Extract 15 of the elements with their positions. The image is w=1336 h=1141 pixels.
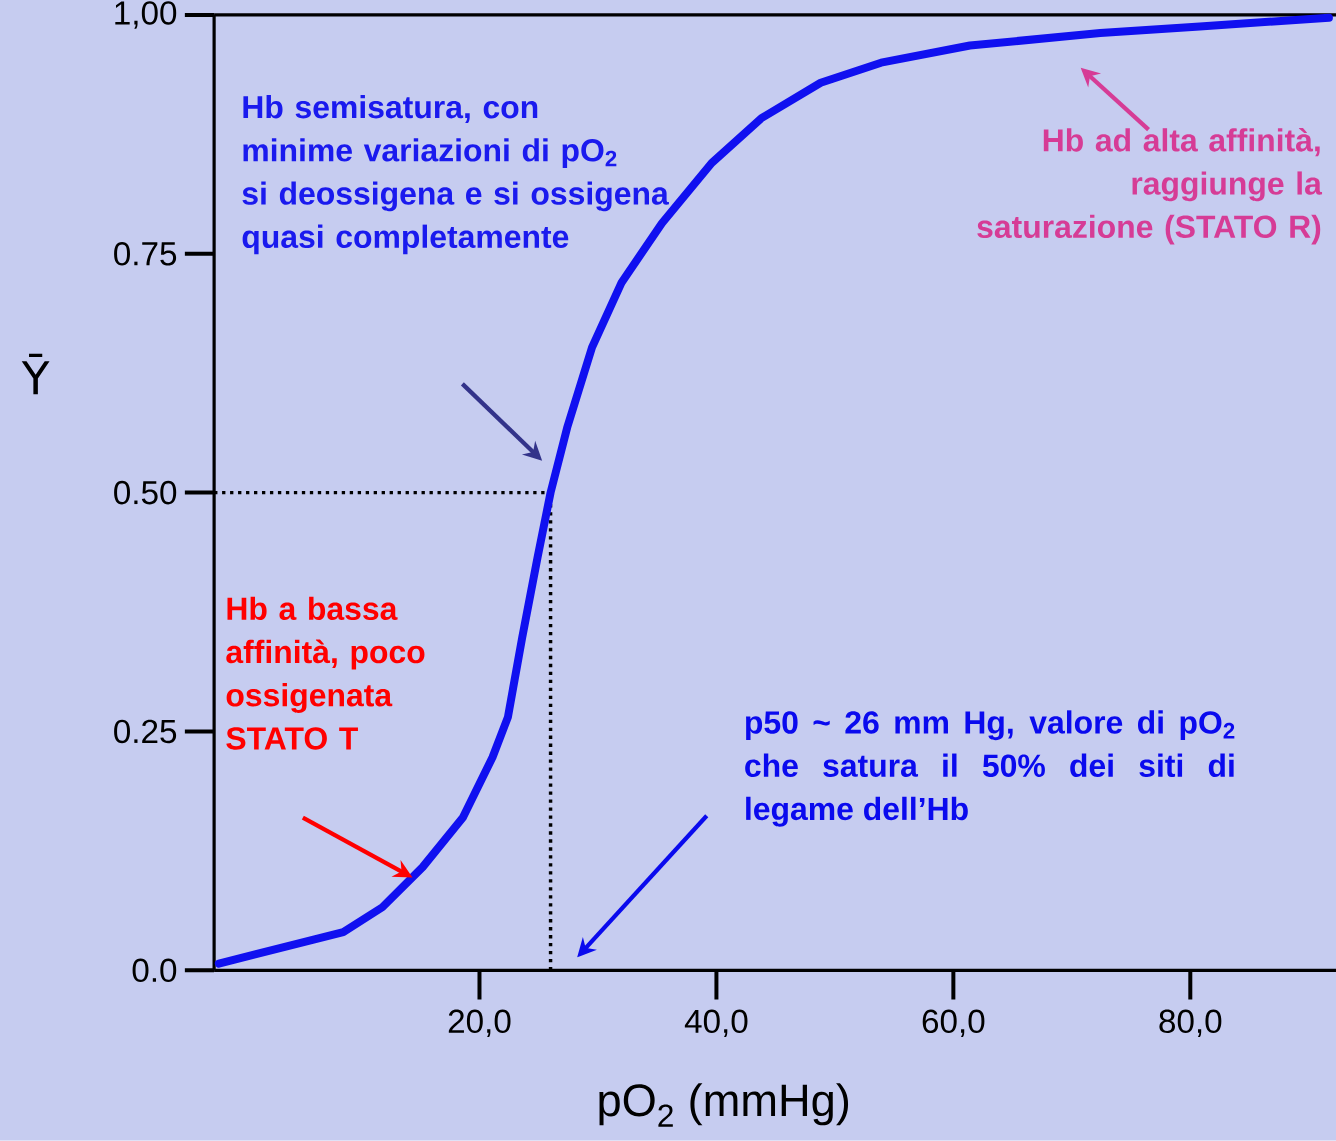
annotation: Hb ad alta affinità, raggiunge la saturazione (STATO R) bbox=[977, 128, 1323, 245]
y-tick-label: 0.25 bbox=[114, 719, 177, 744]
y-tick-label: 0.0 bbox=[132, 958, 177, 983]
y-axis-title: Ȳ bbox=[21, 353, 50, 395]
annotation: Hb semisatura, con minime variazioni di pO$_{2}$ si deossigena e si ossigena quasi completamente bbox=[242, 95, 669, 255]
annotation: p50 ~ 26 mm Hg, valore di pO$_{2}$ che satura il 50% dei siti di legame dell’Hb bbox=[745, 710, 1235, 827]
y-tick-label: 1,00 bbox=[115, 1, 177, 29]
y-tick-label: 0.50 bbox=[114, 480, 177, 505]
x-axis-title: pO$_{2}$ (mmHg) bbox=[599, 1083, 849, 1127]
x-tick-label: 40,0 bbox=[684, 1009, 748, 1038]
y-tick-label: 0.75 bbox=[114, 242, 177, 266]
x-tick-label: 80,0 bbox=[1159, 1009, 1222, 1038]
x-tick-label: 20,0 bbox=[448, 1009, 511, 1038]
x-tick-label: 60,0 bbox=[922, 1009, 985, 1038]
annotation: Hb a bassa affinità, poco ossigenata STATO T bbox=[226, 596, 425, 750]
